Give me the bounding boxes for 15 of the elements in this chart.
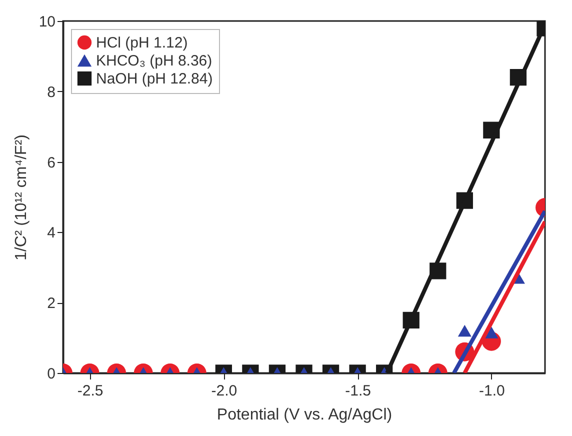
y-tick-label: 6 (47, 154, 56, 172)
legend-label: NaOH (pH 12.84) (96, 70, 213, 88)
y-tick-label: 8 (47, 84, 56, 101)
y-tick-label: 2 (47, 295, 56, 312)
y-tick-label: 10 (38, 14, 56, 30)
x-tick-label: -1.0 (479, 382, 505, 400)
x-tick-label: -2.5 (77, 382, 104, 400)
x-tick-label: -1.5 (345, 382, 371, 400)
legend-label: KHCO₃ (pH 8.36) (96, 52, 212, 70)
x-axis-title: Potential (V vs. Ag/AgCl) (216, 406, 392, 424)
y-tick-label: 4 (47, 224, 56, 242)
y-axis-title: 1/C² (10¹² cm⁴/F²) (12, 134, 30, 260)
legend-label: HCl (pH 1.12) (96, 34, 188, 52)
y-tick-label: 0 (47, 366, 56, 382)
x-tick-label: -2.0 (211, 382, 238, 400)
